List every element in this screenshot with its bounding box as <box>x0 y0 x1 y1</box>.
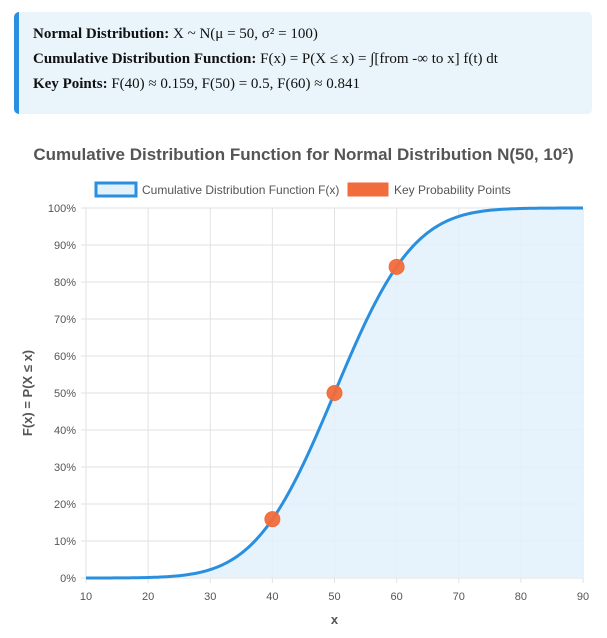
y-tick-label-10: 100% <box>48 203 76 215</box>
y-tick-label-8: 80% <box>54 277 76 289</box>
y-tick-label-7: 70% <box>54 314 76 326</box>
info-label-distribution: Normal Distribution: <box>33 26 170 42</box>
x-tick-label-30: 30 <box>204 591 216 603</box>
y-tick-label-6: 60% <box>54 351 76 363</box>
x-tick-label-90: 90 <box>577 591 589 603</box>
info-line-key-points: Key Points: F(40) ≈ 0.159, F(50) = 0.5, … <box>33 72 592 97</box>
info-value-cdf: F(x) = P(X ≤ x) = ∫[from -∞ to x] f(t) d… <box>256 51 498 67</box>
info-value-distribution: X ~ N(μ = 50, σ² = 100) <box>169 26 318 42</box>
x-axis-title: x <box>331 612 339 627</box>
x-tick-label-50: 50 <box>328 591 340 603</box>
legend-label-points[interactable]: Key Probability Points <box>394 183 511 197</box>
y-tick-label-4: 40% <box>54 425 76 437</box>
info-label-cdf: Cumulative Distribution Function: <box>33 51 257 67</box>
legend-swatch-cdf[interactable] <box>94 181 138 198</box>
x-tick-label-10: 10 <box>80 591 92 603</box>
point-layer <box>264 258 405 528</box>
legend[interactable]: Cumulative Distribution Function F(x) Key… <box>94 181 511 198</box>
axis-layer: 10 20 30 40 50 60 70 80 90 0% 10% 20% 30% 40% 50% 60% 70… <box>48 203 589 603</box>
x-tick-label-80: 80 <box>515 591 527 603</box>
info-value-key-points: F(40) ≈ 0.159, F(50) = 0.5, F(60) ≈ 0.84… <box>107 76 360 92</box>
y-tick-label-0: 0% <box>60 573 76 585</box>
y-tick-label-9: 90% <box>54 240 76 252</box>
info-line-distribution: Normal Distribution: X ~ N(μ = 50, σ² = … <box>33 22 592 47</box>
y-tick-label-2: 20% <box>54 499 76 511</box>
legend-label-cdf[interactable]: Cumulative Distribution Function F(x) <box>142 183 339 197</box>
key-point-50[interactable] <box>326 385 343 401</box>
y-tick-label-1: 10% <box>54 536 76 548</box>
x-tick-label-40: 40 <box>266 591 278 603</box>
x-tick-label-20: 20 <box>142 591 154 603</box>
x-tick-label-70: 70 <box>453 591 465 603</box>
y-tick-label-3: 30% <box>54 462 76 474</box>
info-label-key-points: Key Points: <box>33 76 108 92</box>
legend-swatch-points[interactable] <box>347 182 389 197</box>
key-point-60[interactable] <box>388 258 405 275</box>
info-line-cdf: Cumulative Distribution Function: F(x) =… <box>33 47 592 72</box>
key-point-40[interactable] <box>264 511 281 528</box>
x-tick-label-60: 60 <box>391 591 403 603</box>
y-axis-title: F(x) = P(X ≤ x) <box>20 350 35 436</box>
info-box: Normal Distribution: X ~ N(μ = 50, σ² = … <box>14 12 592 114</box>
y-tick-label-5: 50% <box>54 388 76 400</box>
chart-title: Cumulative Distribution Function for Nor… <box>33 145 574 164</box>
